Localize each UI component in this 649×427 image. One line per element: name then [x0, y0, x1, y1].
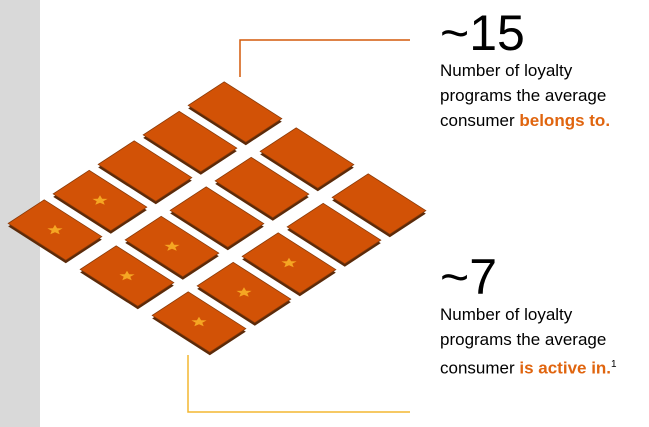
- stat-description: Number of loyalty programs the average c…: [440, 61, 607, 130]
- connector-top: [239, 39, 410, 77]
- star: [164, 241, 180, 251]
- stat-text: Number of loyalty programs the average c…: [440, 302, 640, 381]
- stat-block: ~7 Number of loyalty programs the averag…: [440, 252, 645, 381]
- card: [331, 173, 427, 235]
- card: [169, 186, 265, 248]
- card: [97, 140, 193, 202]
- footnote-mark: 1: [611, 359, 617, 370]
- card: [187, 81, 283, 143]
- stat-block: ~15 Number of loyalty programs the avera…: [440, 8, 645, 133]
- stat-description: Number of loyalty programs the average c…: [440, 305, 607, 378]
- star: [281, 257, 297, 268]
- star: [92, 195, 108, 205]
- stat-figure: ~7: [440, 249, 498, 305]
- stat-highlight: belongs to.: [519, 111, 611, 130]
- card: [286, 202, 382, 265]
- connector-bottom: [187, 355, 410, 413]
- stat-figure: ~15: [440, 5, 525, 61]
- card: [259, 127, 355, 189]
- stat-highlight: is active in.: [519, 358, 612, 378]
- card: [214, 156, 310, 219]
- stat-text: Number of loyalty programs the average c…: [440, 58, 640, 133]
- star: [47, 224, 63, 235]
- card-grid: [7, 81, 427, 356]
- star: [191, 316, 207, 327]
- card: [142, 110, 238, 173]
- star: [236, 287, 252, 297]
- star: [119, 270, 135, 281]
